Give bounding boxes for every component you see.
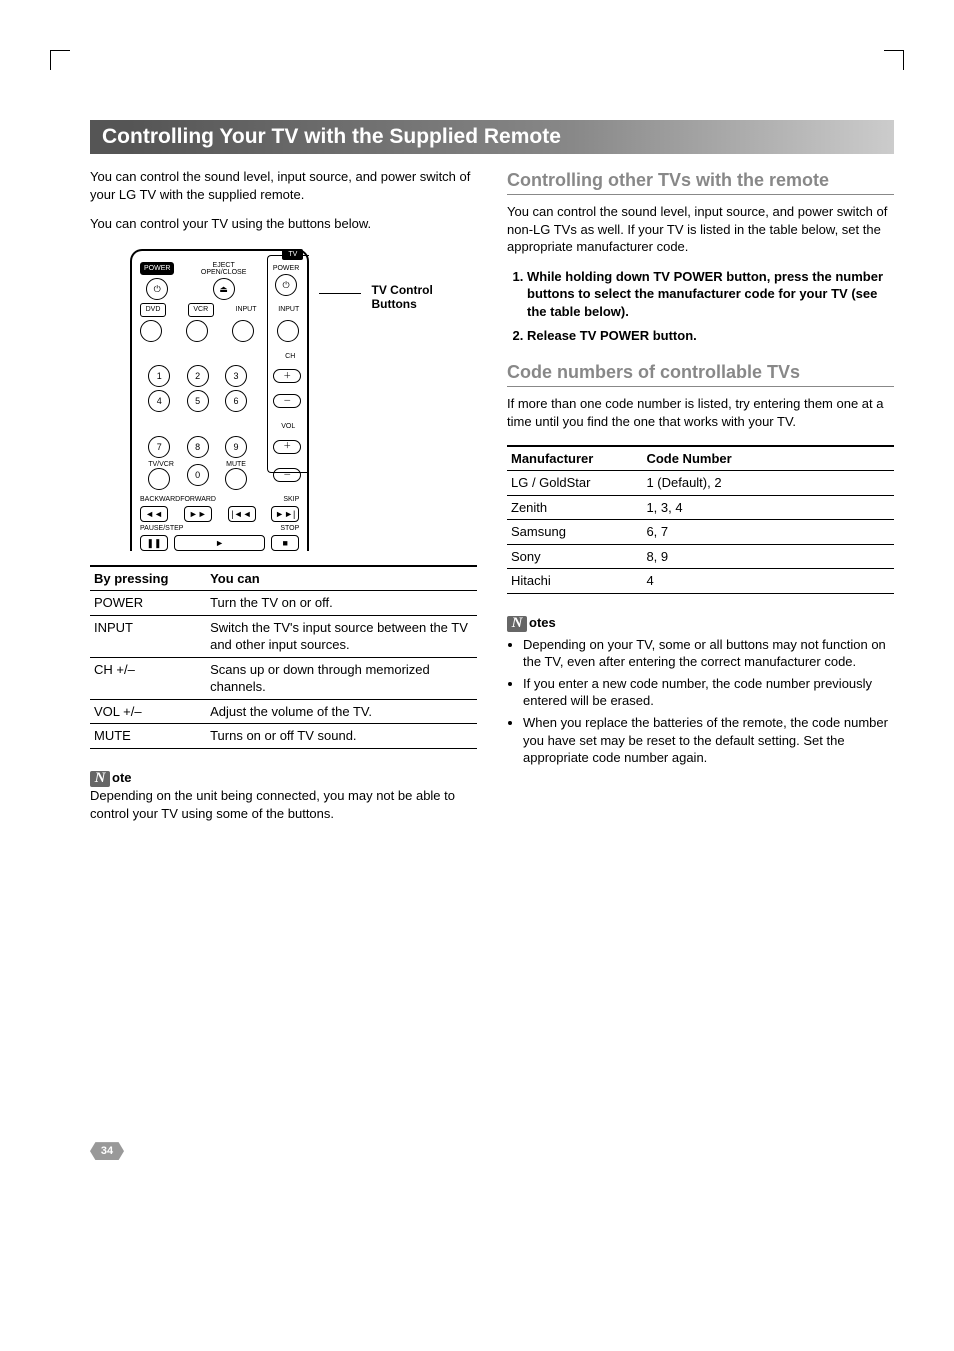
notes-item: If you enter a new code number, the code… <box>523 675 894 710</box>
stop-button: ■ <box>271 535 299 551</box>
notes-heading: N otes <box>507 614 894 632</box>
other-tvs-intro: You can control the sound level, input s… <box>507 203 894 256</box>
code-numbers-intro: If more than one code number is listed, … <box>507 395 894 430</box>
backward-button: ◄◄ <box>140 506 168 522</box>
notes-item: When you replace the batteries of the re… <box>523 714 894 767</box>
ch-up-button: ＋ <box>273 369 301 383</box>
power-button: ⏻ <box>146 278 168 300</box>
note-icon: N <box>90 771 110 787</box>
codes-row: Hitachi4 <box>507 569 894 594</box>
skip-prev-button: |◄◄ <box>228 506 256 522</box>
func-head-1: By pressing <box>90 566 206 591</box>
step-item: While holding down TV POWER button, pres… <box>527 268 894 321</box>
input-l-label: INPUT <box>236 306 257 313</box>
func-row: VOL +/–Adjust the volume of the TV. <box>90 699 477 724</box>
page-title: Controlling Your TV with the Supplied Re… <box>102 125 561 148</box>
notes-list: Depending on your TV, some or all button… <box>507 636 894 767</box>
mute-label: MUTE <box>225 461 247 468</box>
intro-1: You can control the sound level, input s… <box>90 168 477 203</box>
key-1: 1 <box>148 365 170 387</box>
codes-head-2: Code Number <box>642 446 894 471</box>
page: Controlling Your TV with the Supplied Re… <box>0 0 954 1200</box>
eject-label: EJECTOPEN/CLOSE <box>201 262 247 276</box>
forward-button: ►► <box>184 506 212 522</box>
notes-item: Depending on your TV, some or all button… <box>523 636 894 671</box>
note-label: ote <box>112 769 132 787</box>
codes-row: Zenith1, 3, 4 <box>507 495 894 520</box>
func-row: INPUTSwitch the TV's input source betwee… <box>90 615 477 657</box>
tv-tab: TV <box>282 249 303 260</box>
vcr-button <box>186 320 208 342</box>
key-2: 2 <box>187 365 209 387</box>
remote-body: TV POWER ⏻ EJECTOPEN/CLOSE ⏏ POWER <box>130 249 309 551</box>
key-6: 6 <box>225 390 247 412</box>
remote-diagram: TV POWER ⏻ EJECTOPEN/CLOSE ⏏ POWER <box>130 249 477 551</box>
codes-row: Sony8, 9 <box>507 544 894 569</box>
left-column: You can control the sound level, input s… <box>90 168 477 1160</box>
backward-label: BACKWARD <box>140 496 180 503</box>
note-text: Depending on the unit being connected, y… <box>90 787 477 822</box>
crop-mark-tr <box>884 50 904 70</box>
skip-next-button: ►►| <box>271 506 299 522</box>
key-8: 8 <box>187 436 209 458</box>
key-3: 3 <box>225 365 247 387</box>
section-code-numbers: Code numbers of controllable TVs <box>507 360 894 387</box>
right-column: Controlling other TVs with the remote Yo… <box>507 168 894 1160</box>
function-table: By pressing You can POWERTurn the TV on … <box>90 565 477 749</box>
skip-label: SKIP <box>283 496 299 503</box>
func-head-2: You can <box>206 566 477 591</box>
note-icon: N <box>507 616 527 632</box>
func-row: POWERTurn the TV on or off. <box>90 591 477 616</box>
key-5: 5 <box>187 390 209 412</box>
columns: You can control the sound level, input s… <box>90 168 894 1160</box>
dvd-button <box>140 320 162 342</box>
title-bar: Controlling Your TV with the Supplied Re… <box>90 120 894 154</box>
tvvcr-button <box>148 468 170 490</box>
codes-table: Manufacturer Code Number LG / GoldStar1 … <box>507 445 894 594</box>
ch-down-button: － <box>273 394 301 408</box>
vcr-label: VCR <box>188 303 214 316</box>
notes-label: otes <box>529 614 556 632</box>
stop-label: STOP <box>280 525 299 532</box>
play-button: ► <box>174 535 265 551</box>
tvvcr-label: TV/VCR <box>148 461 170 468</box>
crop-mark-tl <box>50 50 70 70</box>
steps-list: While holding down TV POWER button, pres… <box>507 268 894 344</box>
dvd-label: DVD <box>140 303 166 316</box>
mute-button <box>225 468 247 490</box>
eject-button: ⏏ <box>213 278 235 300</box>
key-0: 0 <box>187 464 209 486</box>
pause-label: PAUSE/STEP <box>140 525 183 532</box>
key-4: 4 <box>148 390 170 412</box>
callout-leader <box>319 293 361 294</box>
intro-2: You can control your TV using the button… <box>90 215 477 233</box>
step-item: Release TV POWER button. <box>527 327 894 345</box>
forward-label: FORWARD <box>180 496 216 503</box>
section-other-tvs: Controlling other TVs with the remote <box>507 168 894 195</box>
codes-row: Samsung6, 7 <box>507 520 894 545</box>
page-number: 34 <box>90 1142 124 1160</box>
input-l-button <box>232 320 254 342</box>
callout-label: TV Control Buttons <box>371 283 477 312</box>
vol-down-button: － <box>273 468 301 482</box>
pause-button: ❚❚ <box>140 535 168 551</box>
func-row: MUTETurns on or off TV sound. <box>90 724 477 749</box>
key-9: 9 <box>225 436 247 458</box>
codes-head-1: Manufacturer <box>507 446 642 471</box>
func-row: CH +/–Scans up or down through memorized… <box>90 657 477 699</box>
note-heading: N ote <box>90 769 477 787</box>
vol-up-button: ＋ <box>273 440 301 454</box>
key-7: 7 <box>148 436 170 458</box>
power-label: POWER <box>140 262 174 275</box>
codes-row: LG / GoldStar1 (Default), 2 <box>507 471 894 496</box>
